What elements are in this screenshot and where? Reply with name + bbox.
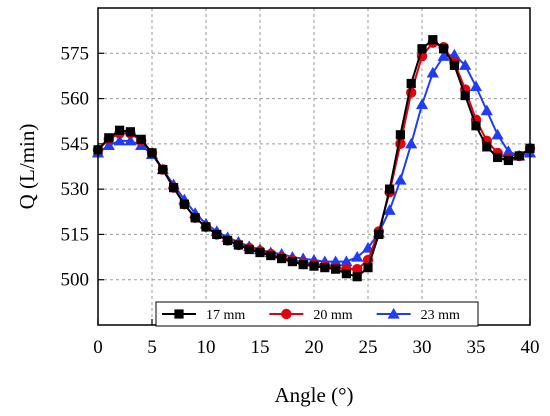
data-point (415, 98, 429, 110)
x-tick-label: 0 (93, 337, 103, 358)
x-axis-title: Angle (°) (275, 383, 354, 407)
data-point (115, 125, 125, 135)
data-point (102, 139, 115, 150)
data-point (298, 260, 308, 270)
data-point (352, 263, 363, 275)
data-point (147, 148, 157, 158)
y-tick-label: 530 (61, 179, 90, 200)
y-tick-label: 500 (61, 270, 90, 291)
legend-marker (387, 307, 400, 319)
data-point (503, 155, 513, 166)
data-point (406, 78, 416, 89)
data-point (460, 90, 470, 101)
data-point (385, 184, 395, 194)
x-tick-label: 35 (467, 337, 486, 358)
x-tick-label: 40 (521, 337, 540, 358)
legend-label: 17 mm (206, 308, 245, 323)
data-point (179, 199, 189, 209)
data-point (428, 35, 438, 45)
data-point (395, 138, 406, 150)
data-point (469, 80, 483, 92)
x-tick-label: 15 (251, 337, 270, 358)
x-tick-label: 5 (147, 337, 157, 358)
data-point (244, 244, 254, 255)
data-point (394, 173, 407, 185)
legend-marker (281, 308, 292, 320)
data-point (340, 255, 353, 267)
data-point (223, 235, 233, 246)
data-point (331, 264, 341, 274)
data-point (158, 164, 168, 175)
y-tick-label: 560 (61, 89, 90, 110)
data-point (374, 229, 384, 240)
x-tick-label: 25 (359, 337, 378, 358)
data-point (502, 145, 515, 156)
data-point (287, 257, 297, 267)
data-point (190, 213, 200, 223)
data-point (125, 127, 135, 137)
grid-lines (98, 8, 530, 325)
data-point (482, 142, 492, 152)
axis-ticks: 0 5 10 15 20 25 30 35 40 500 515 530 545 560 575 (61, 43, 540, 358)
data-point (471, 121, 481, 131)
data-point (266, 250, 276, 261)
data-point (449, 60, 459, 70)
data-point (437, 50, 450, 61)
y-tick-label: 545 (61, 134, 90, 155)
legend-label: 20 mm (313, 308, 352, 323)
data-point (341, 269, 351, 279)
data-point (352, 272, 362, 282)
data-point (363, 263, 373, 273)
data-point (514, 151, 524, 161)
legend-box (155, 301, 479, 327)
legend-marker (174, 309, 184, 319)
data-point (136, 134, 146, 144)
data-point (169, 183, 179, 193)
data-point (405, 137, 418, 149)
data-point (320, 263, 330, 273)
y-axis-title: Q (L/min) (15, 124, 39, 210)
data-point (201, 222, 211, 232)
data-point (309, 261, 319, 271)
data-point (426, 66, 439, 78)
x-tick-label: 20 (305, 337, 324, 358)
data-point (104, 133, 114, 143)
data-point (113, 134, 126, 146)
data-point (277, 253, 287, 264)
data-point (383, 204, 396, 215)
data-point (493, 152, 503, 163)
legend: 17 mm 20 mm 23 mm (155, 301, 479, 327)
x-tick-label: 10 (197, 337, 216, 358)
data-point (480, 104, 493, 116)
x-tick-label: 30 (413, 337, 432, 358)
y-tick-label: 575 (61, 43, 90, 64)
data-point (212, 229, 222, 240)
data-point (417, 44, 427, 54)
data-point (351, 250, 364, 262)
y-tick-label: 515 (61, 224, 90, 245)
data-point (233, 240, 243, 250)
data-point (459, 59, 472, 70)
data-point (491, 128, 504, 140)
data-point (124, 134, 137, 146)
legend-label: 23 mm (421, 308, 460, 323)
data-point (255, 247, 265, 258)
data-point (439, 44, 449, 54)
data-point (395, 130, 405, 140)
